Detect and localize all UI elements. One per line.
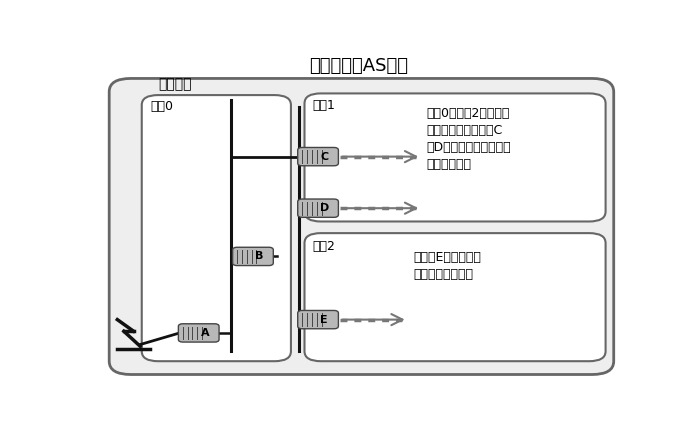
FancyBboxPatch shape xyxy=(178,324,219,342)
Text: 区域1: 区域1 xyxy=(313,99,335,112)
FancyBboxPatch shape xyxy=(141,95,291,361)
FancyBboxPatch shape xyxy=(232,247,273,266)
Text: 区域2: 区域2 xyxy=(313,240,335,253)
Text: E: E xyxy=(321,314,328,324)
Text: 主干区域: 主干区域 xyxy=(158,77,192,91)
FancyBboxPatch shape xyxy=(304,93,606,222)
Text: 路由器E作为默认路
径发送路由信息。: 路由器E作为默认路 径发送路由信息。 xyxy=(413,251,481,281)
Text: D: D xyxy=(319,203,329,213)
Text: 区域0: 区域0 xyxy=(150,100,173,113)
Text: B: B xyxy=(255,251,263,261)
FancyBboxPatch shape xyxy=(298,311,338,329)
Text: 区域0、区域2以及外部
路由的信息由路由器C
和D作为度量（代价）信
息发送出去。: 区域0、区域2以及外部 路由的信息由路由器C 和D作为度量（代价）信 息发送出去… xyxy=(426,107,511,171)
FancyBboxPatch shape xyxy=(109,79,614,375)
Text: C: C xyxy=(320,152,328,162)
FancyBboxPatch shape xyxy=(298,199,338,217)
Text: 自治系统（AS）内: 自治系统（AS）内 xyxy=(309,57,408,75)
FancyBboxPatch shape xyxy=(304,233,606,361)
Text: A: A xyxy=(200,328,209,338)
FancyBboxPatch shape xyxy=(298,147,338,166)
